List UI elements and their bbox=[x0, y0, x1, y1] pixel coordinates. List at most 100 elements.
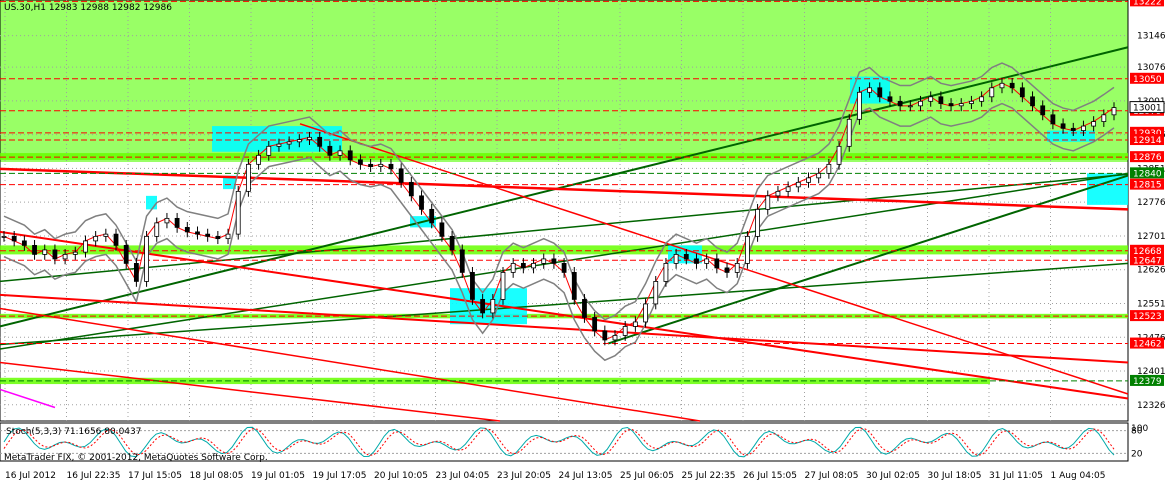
candle-body bbox=[1101, 114, 1107, 122]
candle-body bbox=[1091, 121, 1097, 127]
stoch-signal-line bbox=[3, 428, 1115, 456]
price-level-badge bbox=[1130, 178, 1164, 190]
candle-body bbox=[21, 240, 27, 246]
x-tick-label: 23 Jul 20:05 bbox=[497, 471, 551, 481]
y-tick-label: 12701 bbox=[1137, 232, 1166, 242]
candle-body bbox=[846, 118, 852, 147]
y-tick-label: 12401 bbox=[1137, 367, 1166, 377]
candle-body bbox=[42, 249, 48, 255]
candle-body bbox=[32, 244, 37, 255]
x-tick-label: 16 Jul 2012 bbox=[5, 471, 56, 481]
x-tick-label: 1 Aug 04:05 bbox=[1051, 471, 1106, 481]
bollinger-upper bbox=[3, 62, 1115, 321]
candle-body bbox=[704, 258, 710, 264]
candle-body bbox=[378, 163, 384, 167]
x-tick-label: 31 Jul 11:05 bbox=[989, 471, 1043, 481]
candle-body bbox=[72, 251, 78, 255]
candle-body bbox=[459, 249, 465, 273]
candle-body bbox=[785, 186, 791, 192]
candle-body bbox=[327, 145, 333, 156]
candle-body bbox=[429, 208, 435, 224]
trend-down-line bbox=[299, 123, 1129, 395]
candle-body bbox=[744, 235, 750, 264]
price-level-badge bbox=[1130, 134, 1164, 146]
candle-body bbox=[582, 299, 587, 318]
x-tick-label: 25 Jul 06:05 bbox=[620, 471, 674, 481]
y-tick-label: 12326 bbox=[1137, 401, 1166, 411]
y-tick-label: 12776 bbox=[1137, 198, 1166, 208]
current-price-label: 13001 bbox=[1133, 104, 1162, 114]
candle-body bbox=[317, 136, 323, 147]
candle-body bbox=[867, 87, 872, 93]
candle-body bbox=[571, 272, 577, 300]
bollinger-lower bbox=[3, 102, 1115, 362]
x-tick-label: 19 Jul 01:05 bbox=[251, 471, 305, 481]
candle-body bbox=[663, 263, 669, 282]
candle-body bbox=[1081, 125, 1086, 131]
trend-down-line bbox=[0, 167, 1129, 211]
trend-down-line bbox=[0, 293, 1129, 364]
candle-body bbox=[286, 141, 292, 145]
price-level-badge bbox=[1130, 254, 1164, 266]
candle-body bbox=[123, 244, 129, 264]
candle-body bbox=[510, 263, 516, 273]
price-level-badge bbox=[1130, 72, 1164, 84]
x-tick-label: 20 Jul 10:05 bbox=[374, 471, 428, 481]
price-level-badge bbox=[1130, 126, 1164, 138]
candle-body bbox=[755, 208, 760, 237]
candle-body bbox=[1060, 123, 1066, 129]
candle-body bbox=[439, 222, 445, 237]
main-plot-frame bbox=[0, 0, 1129, 422]
x-tick-label: 30 Jul 18:05 bbox=[928, 471, 982, 481]
price-level-label: 12668 bbox=[1133, 247, 1162, 257]
candle-body bbox=[337, 150, 343, 156]
candle-body bbox=[734, 263, 740, 273]
candle-body bbox=[551, 258, 557, 264]
upper-zone-background bbox=[0, 0, 1128, 162]
candle-body bbox=[184, 226, 190, 233]
candle-body bbox=[887, 96, 893, 102]
candle-body bbox=[500, 272, 506, 300]
candle-body bbox=[398, 168, 404, 183]
candle-body bbox=[958, 103, 964, 107]
candle-body bbox=[561, 263, 567, 273]
price-level-badge bbox=[1130, 167, 1164, 179]
trend-up-line bbox=[0, 262, 1129, 346]
candle-body bbox=[62, 254, 68, 260]
candle-body bbox=[164, 217, 170, 224]
price-level-label: 12914 bbox=[1133, 136, 1162, 146]
candle-body bbox=[643, 303, 648, 323]
candle-body bbox=[816, 172, 822, 179]
candle-body bbox=[215, 235, 221, 240]
candle-body bbox=[1, 235, 7, 238]
candle-body bbox=[195, 231, 200, 235]
highlight-box bbox=[212, 126, 342, 152]
trend-up-line bbox=[0, 173, 1129, 283]
y-tick-label: 13076 bbox=[1137, 63, 1166, 73]
magenta-line bbox=[0, 388, 56, 409]
candle-body bbox=[347, 150, 353, 161]
candle-body bbox=[235, 190, 241, 235]
price-level-badge bbox=[1130, 374, 1164, 386]
trend-down-line bbox=[0, 361, 501, 422]
candle-body bbox=[93, 235, 99, 242]
stoch-level-20: 20 bbox=[1131, 449, 1143, 459]
candle-body bbox=[1009, 82, 1015, 89]
price-level-label: 12840 bbox=[1133, 169, 1162, 179]
candle-body bbox=[307, 136, 312, 140]
candle-body bbox=[520, 263, 526, 269]
highlight-box bbox=[146, 195, 157, 210]
highlight-box bbox=[223, 175, 236, 190]
candle-body bbox=[419, 195, 424, 210]
candle-body bbox=[266, 145, 272, 156]
price-level-label: 12815 bbox=[1133, 181, 1162, 191]
candle-body bbox=[857, 91, 862, 120]
candle-body bbox=[999, 82, 1005, 89]
candle-body bbox=[1111, 107, 1117, 116]
price-level-badge bbox=[1130, 151, 1164, 163]
candle-body bbox=[103, 233, 109, 237]
x-tick-label: 27 Jul 08:05 bbox=[805, 471, 859, 481]
x-tick-label: 19 Jul 17:05 bbox=[313, 471, 367, 481]
